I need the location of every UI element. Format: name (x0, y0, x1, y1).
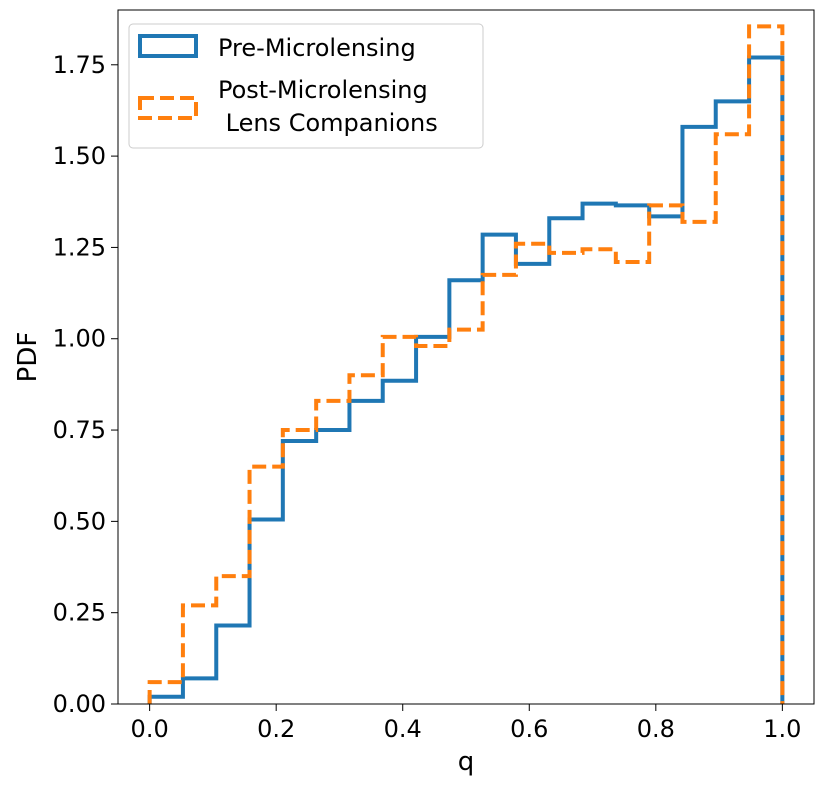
x-tick-label: 1.0 (763, 715, 801, 743)
x-tick-label: 0.8 (637, 715, 675, 743)
series-layer (147, 24, 785, 704)
y-axis-label: PDF (13, 332, 43, 383)
legend-swatch-post (138, 96, 198, 120)
x-tick-label: 0.0 (131, 715, 169, 743)
legend: Pre-Microlensing Post-Microlensing Lens … (128, 23, 484, 149)
x-tick-label: 0.6 (510, 715, 548, 743)
x-tick-label: 0.4 (384, 715, 422, 743)
y-tick-label: 0.50 (53, 507, 106, 535)
series-post-microlensing (147, 24, 785, 704)
plot-frame (117, 9, 815, 705)
y-tick-label: 0.75 (53, 416, 106, 444)
y-tick-label: 1.00 (53, 325, 106, 353)
y-tick-label: 1.25 (53, 233, 106, 261)
y-tick-label: 1.50 (53, 142, 106, 170)
legend-swatch-pre (138, 34, 198, 58)
y-tick-label: 1.75 (53, 51, 106, 79)
y-tick-label: 0.25 (53, 599, 106, 627)
series-step-line (147, 55, 785, 704)
y-tick-label: 0.00 (53, 690, 106, 718)
series-step-line (147, 24, 785, 704)
legend-label-post-line2: Lens Companions (218, 109, 438, 137)
x-axis: 0.0 0.2 0.4 0.6 0.8 1.0 (131, 704, 801, 743)
x-tick-label: 0.2 (257, 715, 295, 743)
x-axis-label: q (458, 747, 475, 777)
legend-label-pre: Pre-Microlensing (218, 34, 416, 62)
y-axis: 0.00 0.25 0.50 0.75 1.00 1.25 1.50 1.75 (53, 51, 118, 718)
series-pre-microlensing (147, 55, 785, 704)
legend-label-post-line1: Post-Microlensing (218, 76, 428, 104)
legend-box (128, 23, 484, 149)
